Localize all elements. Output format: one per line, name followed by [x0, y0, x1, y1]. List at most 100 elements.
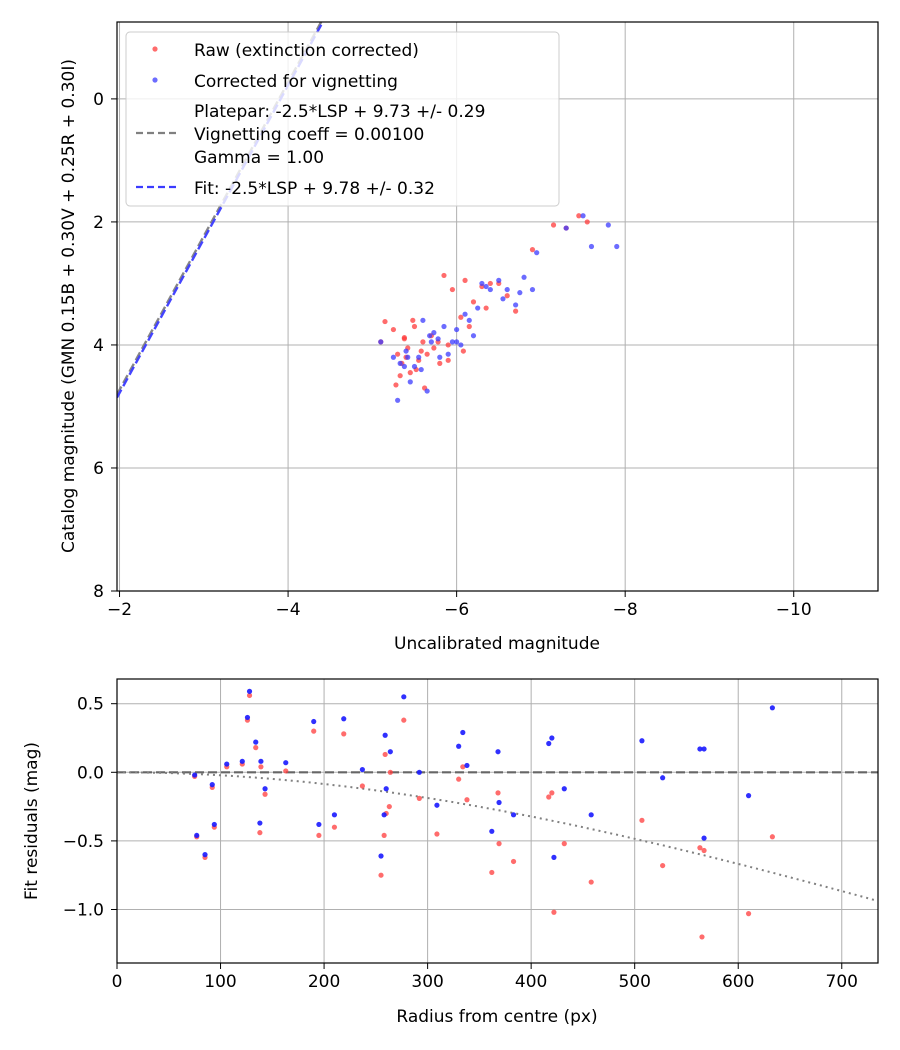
corrected-point	[407, 379, 413, 385]
raw-residual-point	[262, 791, 268, 797]
corrected-point	[487, 286, 493, 293]
raw-point	[445, 357, 451, 363]
bottom-points	[192, 688, 775, 940]
bottom-x-axis-label: Radius from centre (px)	[396, 1007, 597, 1027]
corrected-residual-point	[495, 749, 501, 755]
corrected-residual-point	[701, 746, 707, 752]
raw-point	[411, 323, 418, 330]
corrected-residual-point	[359, 766, 365, 773]
corrected-residual-point	[244, 714, 251, 721]
raw-point	[393, 382, 399, 388]
corrected-point	[395, 397, 401, 403]
corrected-residual-point	[239, 758, 245, 764]
bottom-x-tick-label: 100	[204, 972, 236, 992]
corrected-point	[513, 302, 519, 308]
raw-residual-point	[416, 795, 422, 801]
raw-point	[458, 314, 464, 320]
corrected-residual-point	[401, 694, 407, 700]
raw-residual-point	[434, 831, 440, 837]
corrected-residual-point	[262, 786, 268, 792]
top-y-axis-label: Catalog magnitude (GMN 0.15B + 0.30V + 0…	[59, 59, 79, 553]
legend-box	[125, 31, 560, 207]
raw-residual-point	[639, 817, 645, 823]
corrected-point	[483, 283, 489, 290]
raw-residual-point	[701, 847, 707, 854]
bottom-x-tick-label: 300	[411, 972, 443, 992]
raw-point	[407, 370, 413, 376]
corrected-point	[378, 339, 384, 345]
top-y-tick-label: 0	[93, 90, 104, 110]
corrected-point	[475, 305, 481, 311]
corrected-point	[416, 354, 422, 360]
corrected-point	[458, 342, 464, 348]
corrected-residual-point	[416, 769, 422, 775]
bottom-y-tick-label: 0.5	[77, 695, 104, 715]
corrected-residual-point	[257, 820, 263, 826]
raw-point	[397, 373, 403, 379]
corrected-point	[424, 388, 430, 394]
corrected-point	[504, 286, 510, 293]
bottom-plot: 0 100 200 300 400 500 600 700 0.5 0.0 −0.5 −1.0 Rad…	[22, 678, 879, 1027]
raw-point	[437, 360, 443, 366]
bottom-y-tick-label: 0.0	[77, 763, 104, 783]
corrected-residual-point	[551, 854, 557, 860]
raw-point	[483, 305, 489, 311]
vignetting-curve	[117, 771, 878, 902]
raw-residual-point	[311, 728, 317, 734]
top-y-tick-label: 8	[93, 582, 104, 602]
raw-residual-point	[588, 879, 594, 885]
corrected-point	[390, 354, 397, 360]
raw-point	[401, 334, 407, 341]
corrected-residual-point	[387, 749, 393, 755]
raw-residual-point	[283, 768, 289, 774]
corrected-residual-point	[316, 821, 322, 828]
corrected-point	[521, 274, 527, 280]
corrected-residual-point	[701, 835, 707, 841]
legend: Raw (extinction corrected) Corrected for…	[125, 31, 560, 207]
corrected-point	[411, 363, 418, 370]
corrected-residual-point	[745, 793, 752, 799]
raw-point	[418, 348, 424, 354]
raw-residual-point	[456, 776, 462, 782]
raw-residual-point	[258, 764, 264, 770]
raw-point	[390, 326, 397, 333]
raw-residual-point	[510, 858, 517, 865]
bottom-plot-frame	[116, 678, 879, 964]
corrected-residual-point	[192, 772, 198, 778]
raw-residual-point	[387, 769, 393, 775]
corrected-residual-point	[639, 738, 645, 744]
corrected-point	[479, 280, 485, 287]
corrected-residual-point	[383, 786, 389, 792]
corrected-point	[614, 243, 620, 250]
corrected-point	[397, 360, 403, 366]
raw-residual-point	[495, 790, 501, 796]
raw-residual-point	[378, 872, 384, 878]
corrected-residual-point	[434, 802, 440, 808]
corrected-residual-point	[381, 812, 387, 818]
corrected-residual-point	[549, 735, 555, 741]
raw-point	[550, 222, 557, 228]
legend-platepar-line3: Gamma = 1.00	[194, 148, 324, 168]
raw-residual-point	[382, 751, 388, 758]
corrected-point	[466, 317, 472, 323]
top-y-tick-label: 4	[93, 336, 104, 356]
bottom-x-tick-label: 400	[515, 972, 547, 992]
corrected-point	[449, 339, 456, 345]
raw-residual-point	[660, 862, 666, 869]
corrected-point	[462, 311, 468, 317]
legend-raw-marker	[152, 46, 158, 52]
top-x-tick-label: −10	[776, 600, 812, 620]
raw-residual-point	[561, 841, 567, 847]
corrected-residual-point	[311, 718, 317, 725]
corrected-residual-point	[546, 740, 552, 747]
corrected-residual-point	[194, 832, 200, 839]
bottom-y-tick-label: −1.0	[63, 900, 104, 920]
raw-residual-point	[460, 764, 466, 770]
corrected-residual-point	[378, 853, 384, 859]
raw-point	[424, 351, 430, 357]
corrected-point	[428, 339, 434, 345]
corrected-residual-point	[224, 761, 230, 767]
bottom-y-tick-label: −0.5	[63, 832, 104, 852]
